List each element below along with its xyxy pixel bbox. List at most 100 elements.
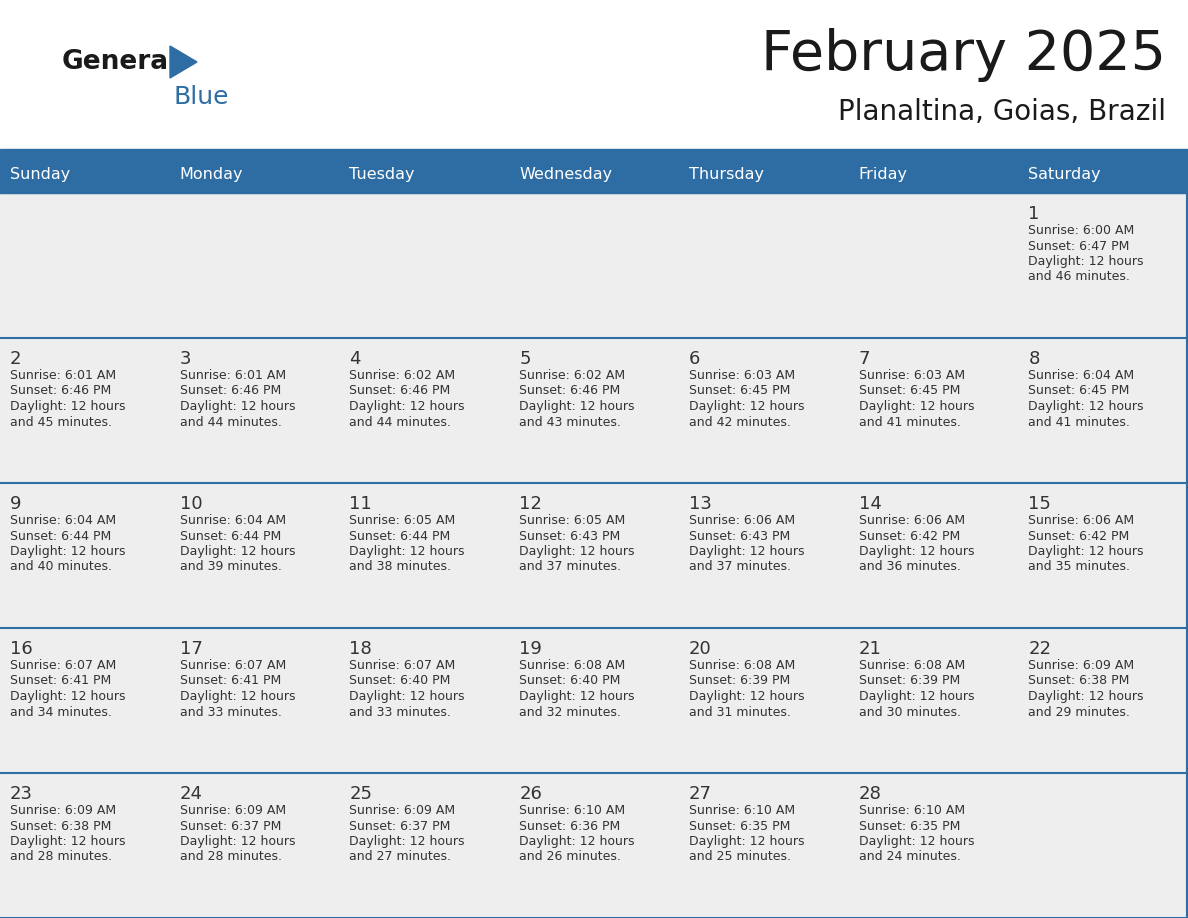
Text: and 37 minutes.: and 37 minutes.	[519, 561, 621, 574]
Text: Sunrise: 6:01 AM: Sunrise: 6:01 AM	[10, 369, 116, 382]
Text: and 36 minutes.: and 36 minutes.	[859, 561, 960, 574]
Bar	[0, 0, 1188, 155]
Text: Sunrise: 6:04 AM: Sunrise: 6:04 AM	[10, 514, 116, 527]
Text: and 30 minutes.: and 30 minutes.	[859, 706, 961, 719]
Text: Sunset: 6:40 PM: Sunset: 6:40 PM	[349, 675, 450, 688]
Text: Sunset: 6:44 PM: Sunset: 6:44 PM	[349, 530, 450, 543]
Text: Sunrise: 6:00 AM: Sunrise: 6:00 AM	[1029, 224, 1135, 237]
Text: Sunset: 6:46 PM: Sunset: 6:46 PM	[349, 385, 450, 397]
Text: 5: 5	[519, 350, 531, 368]
Text: Sunrise: 6:09 AM: Sunrise: 6:09 AM	[179, 804, 286, 817]
Bar	[0, 483, 1188, 628]
Text: Daylight: 12 hours: Daylight: 12 hours	[689, 690, 804, 703]
Text: and 45 minutes.: and 45 minutes.	[10, 416, 112, 429]
Text: Wednesday: Wednesday	[519, 166, 612, 182]
Text: Sunrise: 6:04 AM: Sunrise: 6:04 AM	[1029, 369, 1135, 382]
Text: Daylight: 12 hours: Daylight: 12 hours	[1029, 545, 1144, 558]
Text: and 38 minutes.: and 38 minutes.	[349, 561, 451, 574]
Bar	[0, 628, 1188, 773]
Text: Sunset: 6:42 PM: Sunset: 6:42 PM	[859, 530, 960, 543]
Text: Daylight: 12 hours: Daylight: 12 hours	[349, 400, 465, 413]
Text: and 39 minutes.: and 39 minutes.	[179, 561, 282, 574]
Text: and 40 minutes.: and 40 minutes.	[10, 561, 112, 574]
Text: Sunrise: 6:05 AM: Sunrise: 6:05 AM	[349, 514, 456, 527]
Text: and 34 minutes.: and 34 minutes.	[10, 706, 112, 719]
Text: 23: 23	[10, 785, 33, 803]
Text: Daylight: 12 hours: Daylight: 12 hours	[1029, 400, 1144, 413]
Text: Daylight: 12 hours: Daylight: 12 hours	[519, 545, 634, 558]
Text: Daylight: 12 hours: Daylight: 12 hours	[179, 690, 295, 703]
Text: Sunrise: 6:08 AM: Sunrise: 6:08 AM	[859, 659, 965, 672]
Text: Sunset: 6:35 PM: Sunset: 6:35 PM	[689, 820, 790, 833]
Text: Sunrise: 6:04 AM: Sunrise: 6:04 AM	[179, 514, 286, 527]
Text: and 31 minutes.: and 31 minutes.	[689, 706, 791, 719]
Text: and 27 minutes.: and 27 minutes.	[349, 850, 451, 864]
Text: 9: 9	[10, 495, 21, 513]
Bar	[0, 338, 1188, 483]
Text: Sunrise: 6:07 AM: Sunrise: 6:07 AM	[179, 659, 286, 672]
Bar	[0, 773, 1188, 918]
Text: Sunset: 6:45 PM: Sunset: 6:45 PM	[689, 385, 790, 397]
Text: and 44 minutes.: and 44 minutes.	[349, 416, 451, 429]
Text: Blue: Blue	[173, 85, 228, 109]
Text: 8: 8	[1029, 350, 1040, 368]
Text: Daylight: 12 hours: Daylight: 12 hours	[1029, 255, 1144, 268]
Text: Sunrise: 6:09 AM: Sunrise: 6:09 AM	[1029, 659, 1135, 672]
Text: Sunset: 6:45 PM: Sunset: 6:45 PM	[859, 385, 960, 397]
Text: 21: 21	[859, 640, 881, 658]
Text: Thursday: Thursday	[689, 166, 764, 182]
Text: Sunset: 6:38 PM: Sunset: 6:38 PM	[1029, 675, 1130, 688]
Text: and 29 minutes.: and 29 minutes.	[1029, 706, 1130, 719]
Text: Daylight: 12 hours: Daylight: 12 hours	[179, 400, 295, 413]
Text: Sunset: 6:37 PM: Sunset: 6:37 PM	[349, 820, 450, 833]
Text: Sunset: 6:36 PM: Sunset: 6:36 PM	[519, 820, 620, 833]
Text: Sunset: 6:46 PM: Sunset: 6:46 PM	[179, 385, 282, 397]
Text: Sunset: 6:44 PM: Sunset: 6:44 PM	[179, 530, 282, 543]
Text: Daylight: 12 hours: Daylight: 12 hours	[10, 545, 126, 558]
Text: Daylight: 12 hours: Daylight: 12 hours	[859, 835, 974, 848]
Text: Sunset: 6:38 PM: Sunset: 6:38 PM	[10, 820, 112, 833]
Text: Sunset: 6:45 PM: Sunset: 6:45 PM	[1029, 385, 1130, 397]
Text: and 32 minutes.: and 32 minutes.	[519, 706, 621, 719]
Text: Sunset: 6:37 PM: Sunset: 6:37 PM	[179, 820, 282, 833]
Text: Daylight: 12 hours: Daylight: 12 hours	[859, 400, 974, 413]
Text: Sunset: 6:46 PM: Sunset: 6:46 PM	[10, 385, 112, 397]
Text: Daylight: 12 hours: Daylight: 12 hours	[859, 690, 974, 703]
Text: 26: 26	[519, 785, 542, 803]
Text: 10: 10	[179, 495, 202, 513]
Text: Sunrise: 6:10 AM: Sunrise: 6:10 AM	[859, 804, 965, 817]
Text: 12: 12	[519, 495, 542, 513]
Text: 25: 25	[349, 785, 372, 803]
Text: 28: 28	[859, 785, 881, 803]
Text: Daylight: 12 hours: Daylight: 12 hours	[179, 835, 295, 848]
Text: Daylight: 12 hours: Daylight: 12 hours	[859, 545, 974, 558]
Text: Sunrise: 6:01 AM: Sunrise: 6:01 AM	[179, 369, 286, 382]
Text: Sunrise: 6:07 AM: Sunrise: 6:07 AM	[10, 659, 116, 672]
Text: Daylight: 12 hours: Daylight: 12 hours	[10, 400, 126, 413]
Text: Daylight: 12 hours: Daylight: 12 hours	[349, 545, 465, 558]
Text: and 44 minutes.: and 44 minutes.	[179, 416, 282, 429]
Text: Sunday: Sunday	[10, 166, 70, 182]
Text: Daylight: 12 hours: Daylight: 12 hours	[689, 400, 804, 413]
Text: and 41 minutes.: and 41 minutes.	[1029, 416, 1130, 429]
Text: and 37 minutes.: and 37 minutes.	[689, 561, 791, 574]
Text: Daylight: 12 hours: Daylight: 12 hours	[1029, 690, 1144, 703]
Text: Sunrise: 6:02 AM: Sunrise: 6:02 AM	[519, 369, 625, 382]
Text: 13: 13	[689, 495, 712, 513]
Text: and 41 minutes.: and 41 minutes.	[859, 416, 960, 429]
Text: Sunrise: 6:09 AM: Sunrise: 6:09 AM	[349, 804, 455, 817]
Bar	[0, 193, 1188, 338]
Text: Sunrise: 6:03 AM: Sunrise: 6:03 AM	[859, 369, 965, 382]
Text: Sunrise: 6:06 AM: Sunrise: 6:06 AM	[689, 514, 795, 527]
Text: Daylight: 12 hours: Daylight: 12 hours	[10, 690, 126, 703]
Text: Daylight: 12 hours: Daylight: 12 hours	[689, 545, 804, 558]
Text: 18: 18	[349, 640, 372, 658]
Text: Sunrise: 6:05 AM: Sunrise: 6:05 AM	[519, 514, 625, 527]
Text: Monday: Monday	[179, 166, 244, 182]
Text: Sunrise: 6:10 AM: Sunrise: 6:10 AM	[689, 804, 795, 817]
Text: Sunset: 6:44 PM: Sunset: 6:44 PM	[10, 530, 112, 543]
Text: Sunset: 6:46 PM: Sunset: 6:46 PM	[519, 385, 620, 397]
Text: February 2025: February 2025	[762, 28, 1165, 82]
Text: 27: 27	[689, 785, 712, 803]
Text: 3: 3	[179, 350, 191, 368]
